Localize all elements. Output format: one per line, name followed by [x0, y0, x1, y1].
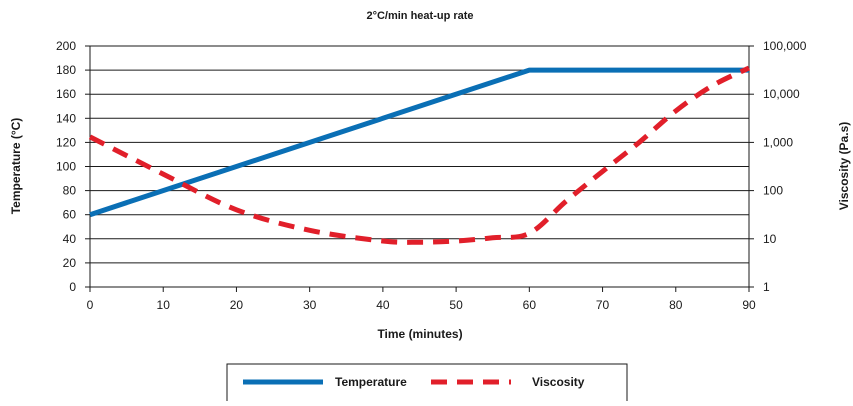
grid-layer [90, 45, 749, 288]
y-left-tick-label: 0 [69, 280, 76, 294]
x-tick-label: 70 [596, 298, 610, 312]
y-right-tick-label: 1 [763, 280, 770, 294]
y-right-tick-label: 1,000 [763, 135, 793, 149]
chart-title: 2°C/min heat-up rate [366, 10, 473, 22]
y-left-tick-label: 100 [56, 160, 76, 174]
series-line-temperature [89, 67, 749, 218]
x-tick-label: 50 [449, 298, 463, 312]
y-left-tick-label: 60 [63, 208, 77, 222]
x-tick-label: 80 [669, 298, 683, 312]
y-left-tick-label: 20 [63, 256, 77, 270]
y-left-tick-label: 200 [56, 39, 76, 53]
x-tick-label: 10 [157, 298, 171, 312]
legend-temperature-label: Temperature [335, 375, 407, 389]
y-right-tick-label: 100 [763, 184, 783, 198]
x-tick-label: 0 [87, 298, 94, 312]
y-right-tick-label: 100,000 [763, 39, 807, 53]
series-layer [88, 65, 751, 245]
y-left-tick-label: 40 [63, 232, 77, 246]
y-left-tick-label: 140 [56, 111, 76, 125]
x-axis-title: Time (minutes) [377, 327, 462, 341]
y-right-tick-label: 10 [763, 232, 777, 246]
y-left-tick-label: 160 [56, 87, 76, 101]
x-tick-label: 60 [523, 298, 537, 312]
y-left-tick-label: 180 [56, 63, 76, 77]
x-tick-label: 40 [376, 298, 390, 312]
x-tick-label: 90 [742, 298, 756, 312]
y-left-tick-label: 80 [63, 184, 77, 198]
y-left-tick-label: 120 [56, 135, 76, 149]
y-right-tick-label: 10,000 [763, 87, 800, 101]
y-axis-title-left: Temperature (°C) [9, 118, 23, 215]
text-layer: 2°C/min heat-up rate Time (minutes) Temp… [9, 10, 851, 341]
axes-layer [85, 45, 754, 292]
legend-viscosity-label: Viscosity [532, 375, 585, 389]
x-tick-label: 30 [303, 298, 317, 312]
legend: Temperature Viscosity [226, 363, 628, 405]
y-axis-title-right: Viscosity (Pa.s) [837, 122, 851, 211]
series-line-viscosity [88, 65, 751, 245]
x-tick-label: 20 [230, 298, 244, 312]
